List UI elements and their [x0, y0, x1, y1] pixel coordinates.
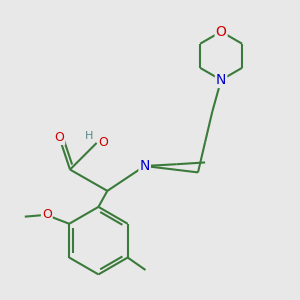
Text: H: H — [85, 131, 93, 142]
Text: O: O — [216, 25, 226, 39]
Text: O: O — [98, 136, 108, 149]
Text: O: O — [42, 208, 52, 221]
Text: O: O — [54, 131, 64, 144]
Text: N: N — [140, 159, 150, 173]
Text: N: N — [216, 73, 226, 87]
